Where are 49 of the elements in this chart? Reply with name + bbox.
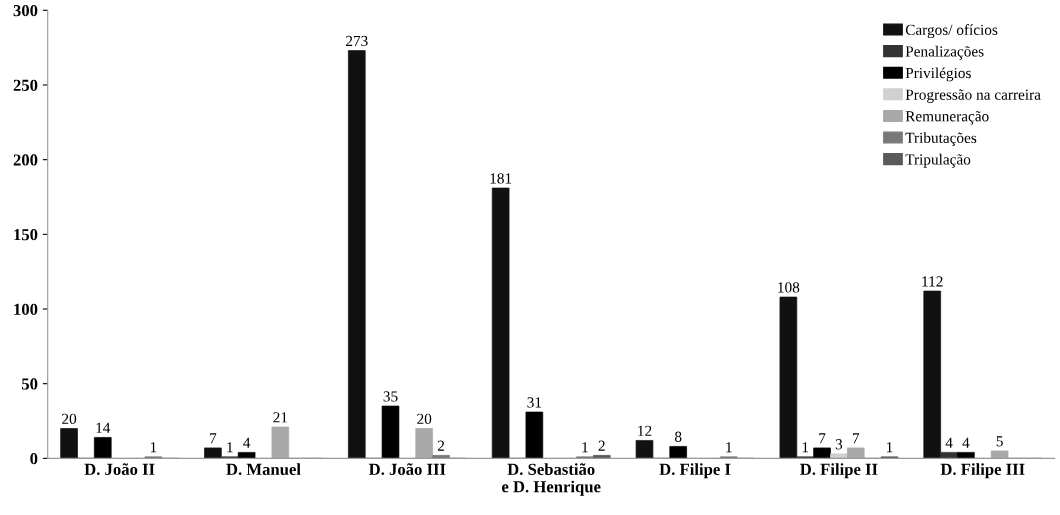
x-tick-label: D. Sebastião e D. Henrique bbox=[502, 463, 601, 496]
legend-label: Progressão na carreira bbox=[905, 89, 1041, 103]
data-label: 112 bbox=[922, 276, 943, 287]
data-label: 12 bbox=[638, 425, 652, 436]
data-label: 1 bbox=[150, 442, 157, 453]
data-label: 7 bbox=[210, 433, 217, 444]
data-label: 8 bbox=[674, 431, 682, 442]
y-tick-label: 200 bbox=[13, 154, 38, 166]
legend-label: Tripulação bbox=[905, 153, 971, 168]
x-tick-label: D. Filipe I bbox=[659, 463, 731, 479]
data-label: 31 bbox=[527, 397, 542, 408]
data-label: 21 bbox=[273, 412, 288, 423]
data-label: 35 bbox=[383, 391, 398, 402]
data-label: 4 bbox=[945, 437, 953, 448]
data-label: 4 bbox=[962, 437, 970, 448]
y-tick-label: 300 bbox=[13, 5, 38, 17]
data-label: 2 bbox=[437, 440, 445, 451]
data-label: 1 bbox=[802, 442, 809, 453]
data-label: 7 bbox=[852, 433, 860, 444]
data-label: 3 bbox=[835, 439, 843, 450]
legend-label: Privilégios bbox=[905, 67, 971, 82]
data-label: 181 bbox=[490, 173, 512, 184]
data-label: 14 bbox=[96, 422, 111, 433]
x-tick-label: D. João III bbox=[368, 463, 446, 476]
data-label: 273 bbox=[346, 35, 368, 47]
x-tick-label: D. João II bbox=[84, 463, 155, 476]
x-tick-label: D. Filipe III bbox=[940, 463, 1025, 479]
legend-label: Cargos/ ofícios bbox=[905, 24, 998, 39]
y-tick-label: 150 bbox=[14, 229, 38, 241]
legend-label: Tributações bbox=[905, 132, 977, 147]
y-tick-label: 50 bbox=[21, 378, 38, 390]
data-label: 1 bbox=[886, 442, 893, 453]
x-tick-label: D. Manuel bbox=[226, 463, 301, 476]
legend-label: Penalizações bbox=[905, 45, 984, 60]
data-label: 5 bbox=[996, 436, 1003, 447]
y-tick-label: 100 bbox=[14, 303, 38, 315]
x-tick-label: D. Filipe II bbox=[800, 463, 878, 479]
y-tick-label: 0 bbox=[30, 453, 38, 465]
data-label: 7 bbox=[819, 433, 826, 444]
data-label: 4 bbox=[243, 437, 251, 448]
data-label: 20 bbox=[417, 413, 432, 424]
y-tick-label: 250 bbox=[13, 79, 38, 91]
data-label: 1 bbox=[582, 442, 588, 453]
data-label: 1 bbox=[726, 442, 732, 453]
legend-label: Remuneração bbox=[905, 110, 989, 125]
data-label: 1 bbox=[227, 442, 233, 453]
data-label: 108 bbox=[778, 282, 800, 293]
data-label: 2 bbox=[598, 440, 605, 451]
data-label: 20 bbox=[62, 413, 77, 424]
